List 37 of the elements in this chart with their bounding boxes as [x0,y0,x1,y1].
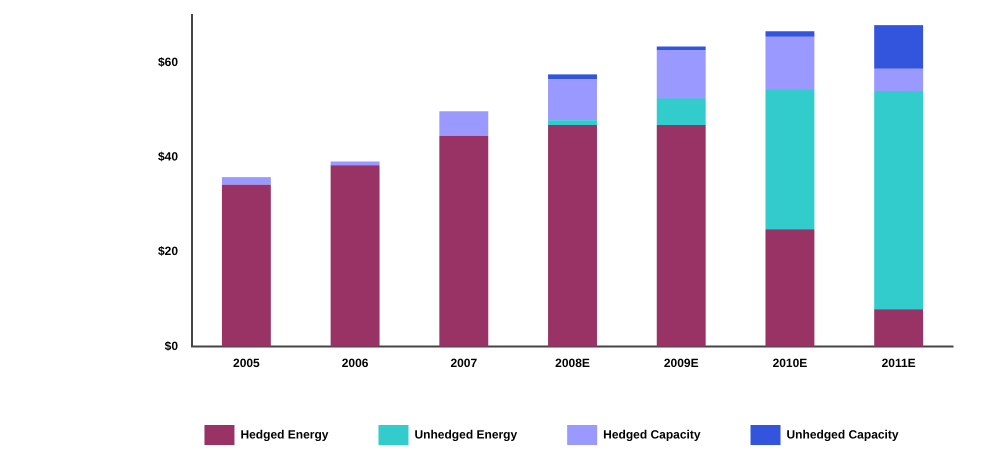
x-tick-label: 2010E [772,356,808,370]
bar [656,50,706,99]
x-tick-label: 2008E [555,356,590,370]
bar [656,46,706,50]
bar [765,90,814,230]
bar [330,161,380,166]
y-tick-label: $40 [158,150,178,164]
x-tick-label: 2006 [342,356,369,370]
bar [874,90,924,310]
bar [656,98,706,126]
bar [874,309,924,347]
legend-label: Unhedged Energy [414,427,518,442]
bar [330,165,380,347]
bar [874,25,924,69]
x-tick-label: 2011E [882,356,916,370]
legend-label: Hedged Capacity [603,427,701,442]
legend-label: Hedged Energy [240,427,329,442]
y-tick-label: $0 [164,338,178,353]
y-tick-label: $20 [158,244,178,258]
bar [548,125,597,347]
x-tick-label: 2005 [233,356,260,370]
bar [656,125,706,347]
bar [765,229,814,347]
x-tick-label: 2007 [450,356,478,370]
bar [548,79,597,120]
bar [439,111,488,136]
y-tick-label: $60 [158,54,178,69]
bar [439,136,488,347]
bar [874,68,924,91]
bar [222,184,271,347]
legend-label: Unhedged Capacity [786,427,899,442]
bar [548,120,597,126]
bar [765,31,814,37]
x-tick-label: 2009E [664,356,699,370]
bar [548,74,597,80]
bar [222,177,271,185]
bar [765,36,814,90]
